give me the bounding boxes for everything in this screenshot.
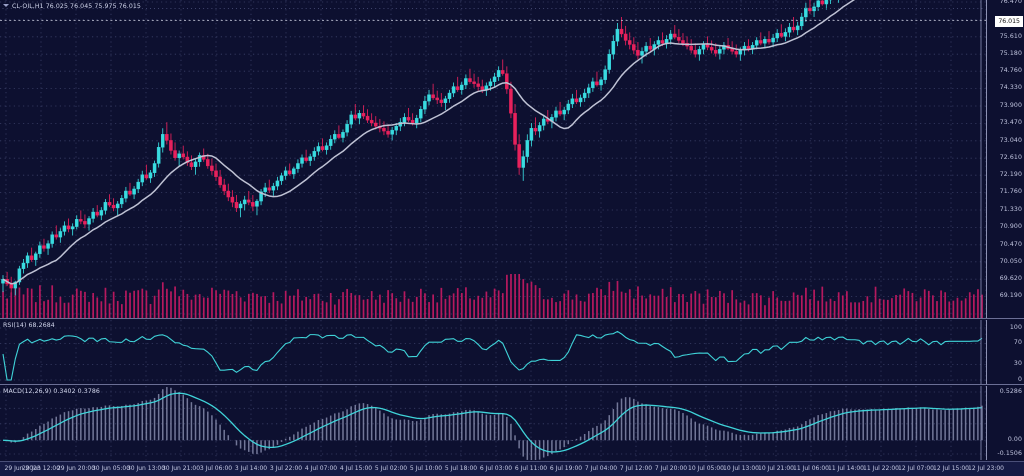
price-axis-tick: 76.470 <box>999 0 1022 5</box>
chart-symbol-header[interactable]: CL-OIL,H1 76.025 76.045 75.975 76.015 <box>3 3 141 10</box>
price-axis-tick: 71.760 <box>999 188 1022 196</box>
price-axis-tick: 74.760 <box>999 66 1022 74</box>
panel-divider-2 <box>0 384 1024 385</box>
macd-axis-line <box>986 386 987 460</box>
price-axis-tick: 74.330 <box>999 84 1022 92</box>
time-axis-tick: 5 Jul 10:00 <box>409 465 443 472</box>
time-axis-tick: 30 Jun 13:00 <box>126 465 166 472</box>
price-chart-panel[interactable]: 76.470 75.610 75.180 74.760 74.330 73.900 73.4… <box>0 0 1024 318</box>
price-axis-tick: 73.040 <box>999 136 1022 144</box>
time-axis-tick: 30 Jun 05:00 <box>91 465 131 472</box>
time-axis-tick: 4 Jul 15:00 <box>339 465 373 472</box>
price-chart-canvas[interactable] <box>0 0 1024 318</box>
time-axis-tick: 12 Jul 23:00 <box>968 465 1004 472</box>
top-tick-band <box>0 0 986 9</box>
time-axis-tick: 3 Jul 14:00 <box>234 465 268 472</box>
time-axis-tick: 29 Jun 2023 <box>4 465 41 472</box>
price-axis-tick: 69.620 <box>999 274 1022 282</box>
time-axis-tick: 7 Jul 04:00 <box>584 465 618 472</box>
macd-header-label: MACD(12,26,9) 0.3402 0.3786 <box>3 388 100 395</box>
price-axis-tick: 71.330 <box>999 205 1022 213</box>
time-axis-tick: 11 Jul 22:00 <box>863 465 899 472</box>
rsi-chart-canvas[interactable] <box>0 320 1024 384</box>
macd-indicator-panel[interactable]: 0.5286 0.00 -0.1506 MACD(12,26,9) 0.3402 0… <box>0 386 1024 460</box>
macd-axis-tick: 0.5286 <box>999 387 1022 395</box>
price-axis-tick: 70.900 <box>999 223 1022 231</box>
time-axis-tick: 11 Jul 06:00 <box>793 465 829 472</box>
price-axis-tick: 75.610 <box>999 32 1022 40</box>
price-axis-tick: 72.610 <box>999 154 1022 161</box>
price-axis-tick: 70.470 <box>999 240 1022 248</box>
rsi-axis-tick: 100 <box>1009 323 1022 331</box>
rsi-indicator-panel[interactable]: 100 70 30 0 RSI(14) 68.2684 <box>0 320 1024 384</box>
price-axis-tick: 72.190 <box>999 170 1022 178</box>
time-axis-tick: 6 Jul 03:00 <box>479 465 513 472</box>
time-axis-tick: 10 Jul 13:00 <box>723 465 759 472</box>
price-axis-tick: 73.470 <box>999 119 1022 127</box>
price-axis-gutter[interactable]: 76.470 75.610 75.180 74.760 74.330 73.900 73.4… <box>986 0 1024 318</box>
time-axis-tick: 7 Jul 20:00 <box>654 465 688 472</box>
time-axis-tick: 29 Jun 20:00 <box>56 465 96 472</box>
time-axis-tick: 30 Jun 21:00 <box>161 465 201 472</box>
macd-axis-tick: 0.00 <box>1007 436 1022 444</box>
time-axis-tick: 6 Jul 19:00 <box>549 465 583 472</box>
time-axis-tick: 12 Jul 15:00 <box>933 465 969 472</box>
time-axis-tick: 5 Jul 18:00 <box>444 465 478 472</box>
macd-chart-canvas[interactable] <box>0 386 1024 460</box>
macd-axis-tick: -0.1506 <box>997 449 1022 457</box>
price-axis-tick: 70.050 <box>999 257 1022 265</box>
rsi-axis-line <box>986 320 987 384</box>
time-axis-tick: 5 Jul 02:00 <box>374 465 408 472</box>
time-axis-tick: 4 Jul 07:00 <box>304 465 338 472</box>
time-axis-tick: 29 Jun 12:00 <box>21 465 61 472</box>
macd-axis-gutter[interactable]: 0.5286 0.00 -0.1506 <box>986 386 1024 460</box>
rsi-axis-tick: 70 <box>1013 339 1022 347</box>
time-axis-tick: 3 Jul 22:00 <box>269 465 303 472</box>
time-axis-tick: 11 Jul 14:00 <box>828 465 864 472</box>
time-axis-tick: 10 Jul 21:00 <box>758 465 794 472</box>
time-axis-tick: 10 Jul 05:00 <box>688 465 724 472</box>
price-axis-tick: 69.190 <box>999 292 1022 300</box>
time-axis-tick: 3 Jul 06:00 <box>199 465 233 472</box>
price-axis-line <box>986 0 987 318</box>
rsi-tick-band <box>0 320 986 327</box>
chevron-down-icon[interactable] <box>3 3 9 7</box>
price-axis-tick: 75.180 <box>999 50 1022 57</box>
time-axis-tick: 6 Jul 11:00 <box>514 465 548 472</box>
price-axis-tick: 73.900 <box>999 101 1022 109</box>
current-price-label: 76.015 <box>995 15 1023 28</box>
time-axis[interactable]: 29 Jun 2023 29 Jun 12:00 29 Jun 20:00 30 Ju… <box>0 461 1024 476</box>
chart-symbol-label: CL-OIL,H1 76.025 76.045 75.975 76.015 <box>12 2 141 10</box>
rsi-axis-gutter[interactable]: 100 70 30 0 <box>986 320 1024 384</box>
time-axis-tick: 7 Jul 12:00 <box>619 465 653 472</box>
rsi-header-label: RSI(14) 68.2684 <box>3 322 55 329</box>
panel-divider-1 <box>0 318 1024 319</box>
rsi-axis-tick: 0 <box>1017 375 1022 383</box>
rsi-axis-tick: 30 <box>1013 360 1022 368</box>
time-axis-tick: 12 Jul 07:00 <box>898 465 934 472</box>
